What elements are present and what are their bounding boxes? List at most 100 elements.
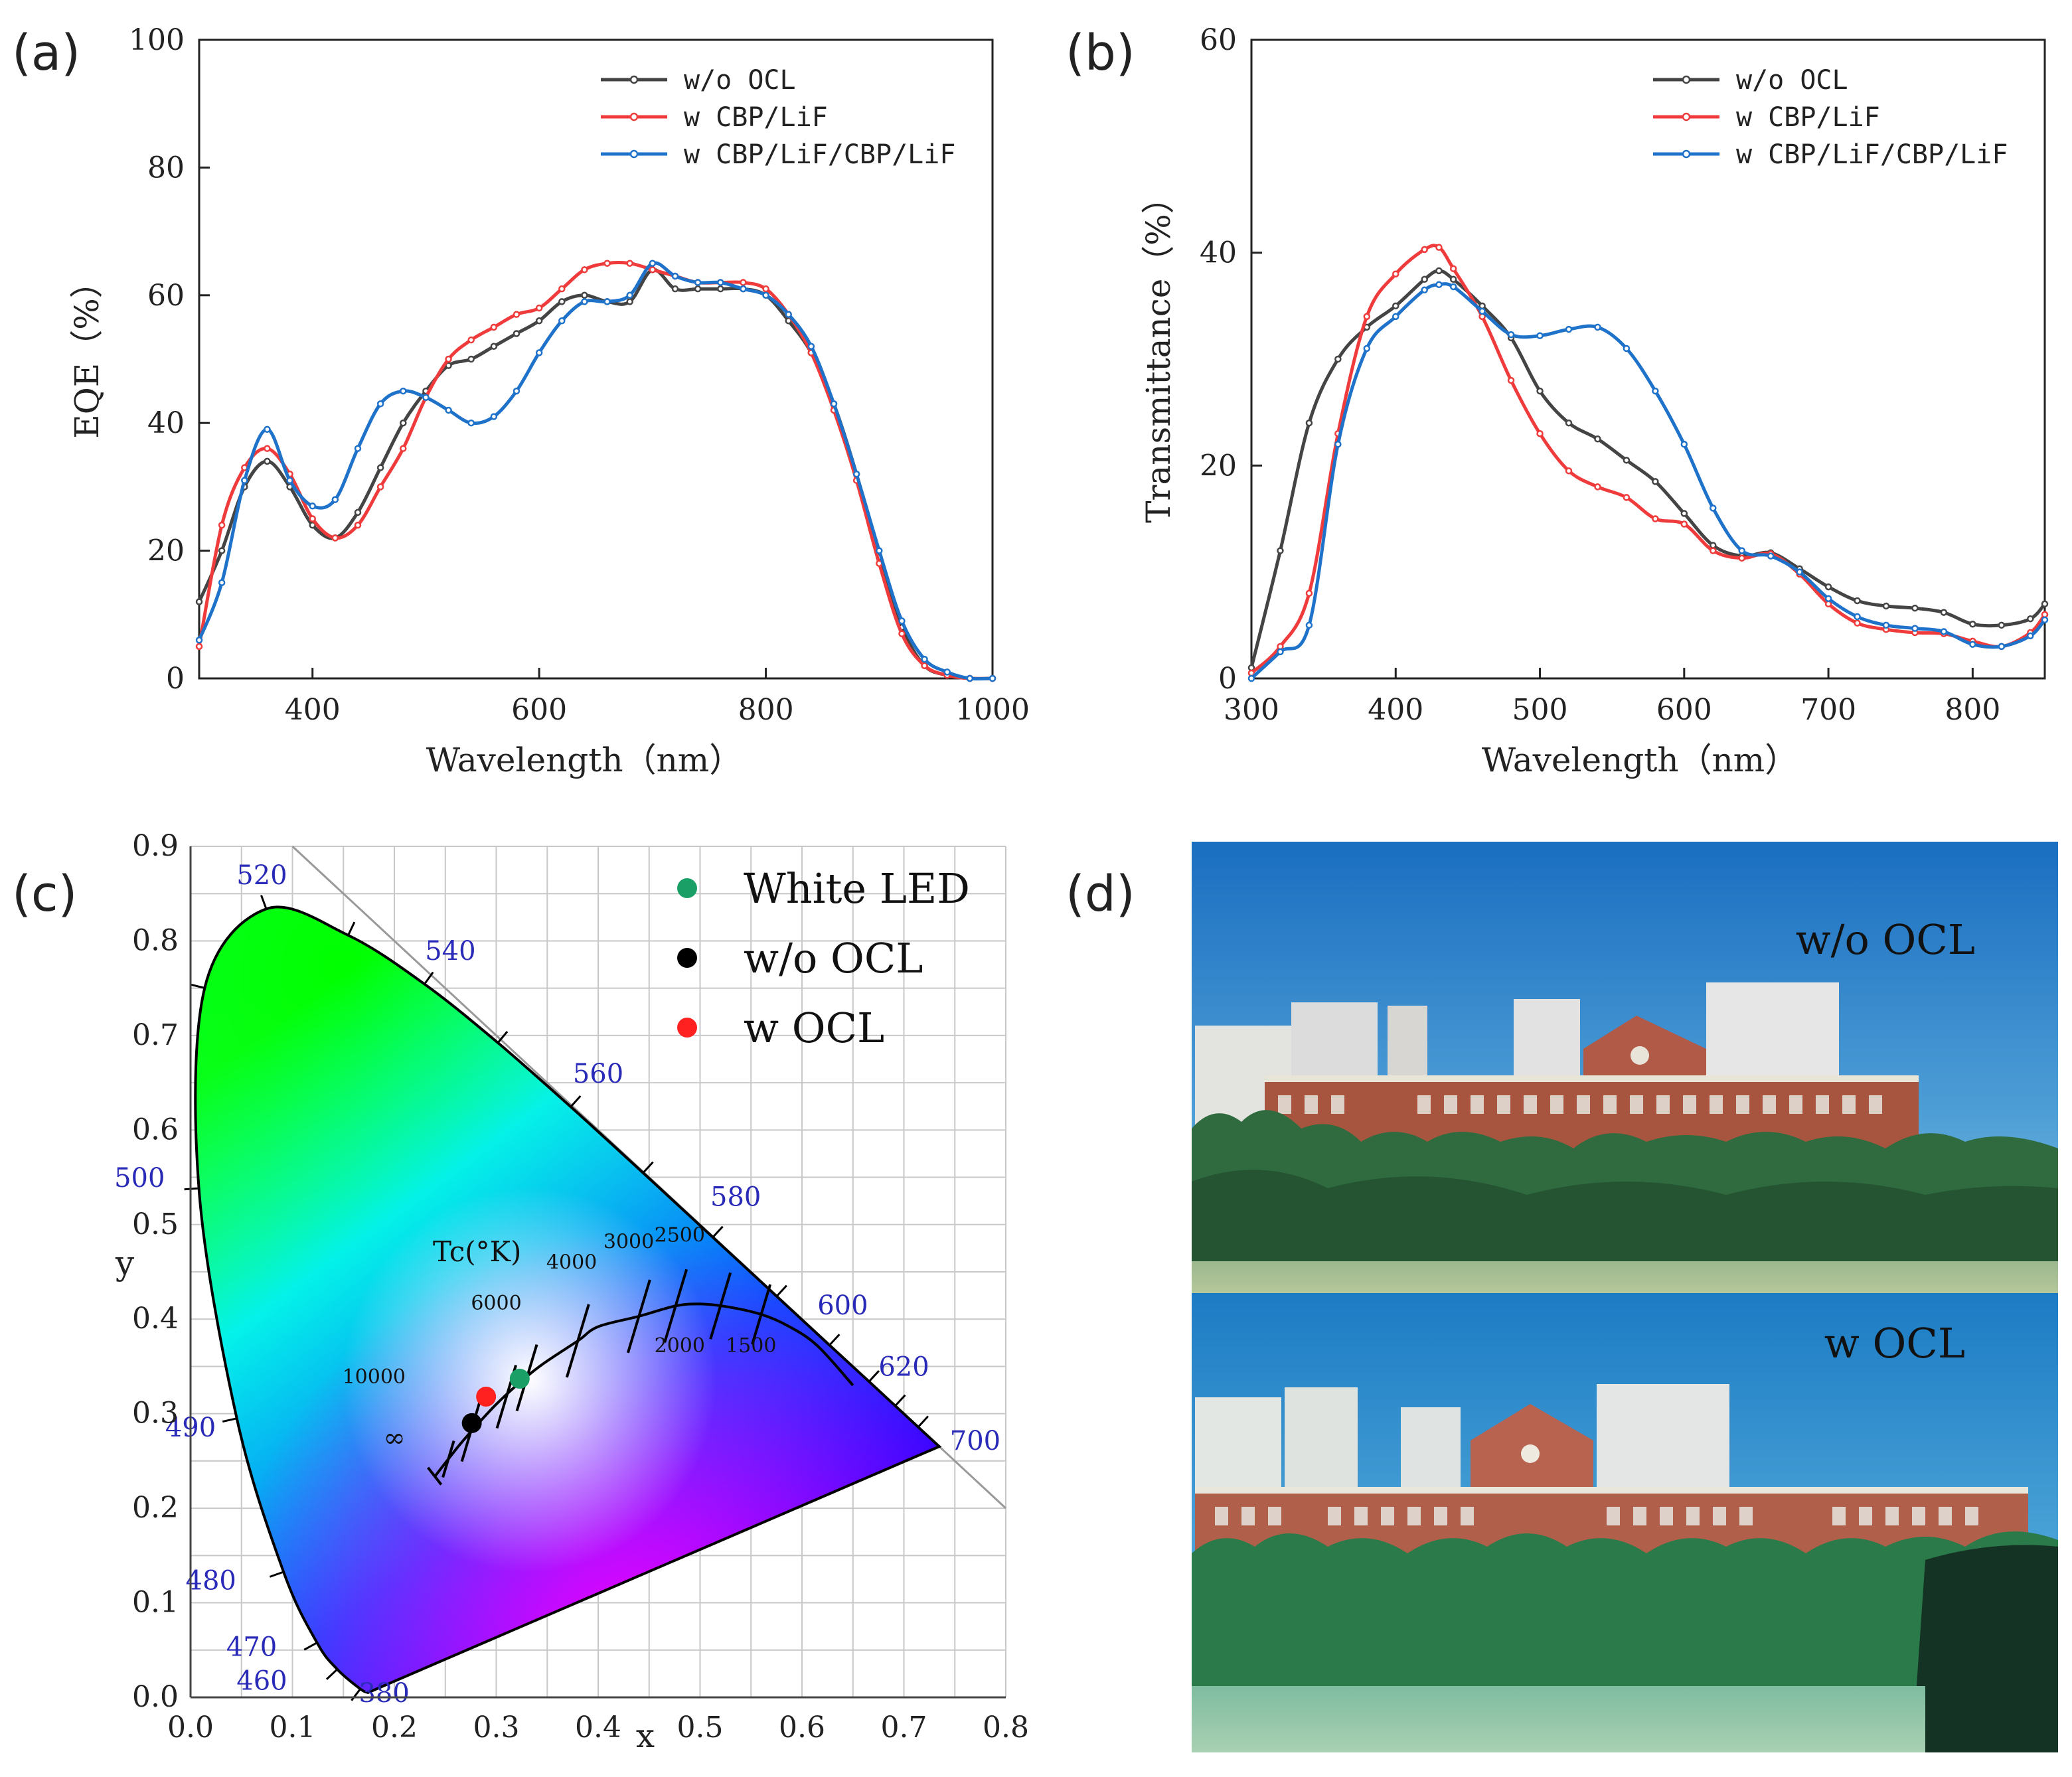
series-marker <box>1911 625 1919 632</box>
wavelength-label: 480 <box>186 1566 236 1596</box>
series-marker <box>1824 583 1832 591</box>
wavelength-label: 560 <box>573 1059 623 1089</box>
x-tick-label: 700 <box>1800 693 1856 727</box>
series-marker <box>1392 270 1399 277</box>
x-tick-label: 0.5 <box>677 1711 724 1744</box>
series-marker <box>422 394 430 401</box>
legend-marker <box>1682 112 1691 121</box>
series-marker <box>649 266 657 273</box>
y-tick-label: 0 <box>166 662 185 696</box>
series-marker <box>1478 307 1486 315</box>
series-marker <box>467 336 475 344</box>
wavelength-label: 500 <box>114 1163 165 1194</box>
y-tick-label: 0.6 <box>132 1113 179 1146</box>
series-marker <box>1421 246 1428 254</box>
y-tick-label: 40 <box>147 406 185 440</box>
trees-bottom-dark <box>1912 1545 2058 1752</box>
series-marker <box>1594 435 1601 443</box>
series-marker <box>535 349 543 356</box>
locus-tick <box>325 1668 339 1680</box>
chart-a-plot-frame <box>198 39 994 680</box>
series-marker <box>264 425 271 433</box>
cct-label: 1500 <box>726 1334 776 1357</box>
x-tick-label: 0.6 <box>779 1711 825 1744</box>
series-marker <box>581 298 588 305</box>
series-marker <box>1565 325 1573 333</box>
series-marker <box>740 285 747 293</box>
chart-c-ylabel: y <box>115 1244 135 1282</box>
series-marker <box>354 445 362 452</box>
chart-c-spectral-locus <box>184 895 942 1701</box>
isotemperature-line <box>709 1272 732 1340</box>
series-marker <box>1392 313 1399 321</box>
series-marker <box>1507 376 1515 384</box>
photo-bottom-ground <box>1192 1686 1925 1752</box>
legend-label: w CBP/LiF/CBP/LiF <box>1736 139 2008 170</box>
locus-tick <box>775 1284 787 1297</box>
series-marker <box>1623 457 1631 464</box>
x-tick-label: 300 <box>1224 693 1279 727</box>
series-marker <box>1738 554 1745 562</box>
series-marker <box>898 630 906 637</box>
locus-tick <box>829 1334 840 1346</box>
series-marker <box>626 260 633 267</box>
series-marker <box>762 291 769 299</box>
panel-c-label: (c) <box>12 866 77 923</box>
series-marker <box>218 521 226 529</box>
legend-dot <box>677 948 697 968</box>
series-marker <box>1449 265 1457 272</box>
legend-marker <box>629 149 639 159</box>
series-marker <box>490 413 498 420</box>
y-tick-label: 0.4 <box>132 1302 179 1336</box>
clock-top <box>1631 1046 1649 1065</box>
chart-a-eqe: 400 600 800 1000 0 20 40 60 80 100 Wavelength（nm）… <box>68 23 1030 779</box>
y-tick-label: 0.8 <box>132 923 179 957</box>
tower-b-3 <box>1401 1407 1461 1500</box>
cct-label: 10000 <box>343 1365 406 1389</box>
series-marker <box>513 311 520 318</box>
locus-tick <box>190 983 205 989</box>
x-tick-label: 0.8 <box>983 1711 1029 1744</box>
series-marker <box>195 598 203 605</box>
series-marker <box>626 298 633 305</box>
locus-tick <box>351 1688 361 1701</box>
series-marker <box>1421 275 1428 283</box>
series-marker <box>1305 621 1313 629</box>
chart-a-xlabel: Wavelength（nm） <box>426 741 742 779</box>
y-tick-label: 0 <box>1218 662 1237 696</box>
y-tick-label: 0.9 <box>132 829 179 863</box>
series-marker <box>376 400 384 408</box>
locus-tick <box>497 1031 509 1043</box>
isotemperature-line <box>751 1284 772 1345</box>
x-tick-label: 500 <box>1512 693 1568 727</box>
series-marker <box>264 445 271 452</box>
legend-label: w/o OCL <box>1736 65 1848 96</box>
series-marker <box>1363 313 1371 321</box>
series-marker <box>400 387 407 395</box>
locus-tick <box>269 1571 284 1578</box>
series-line-1 <box>1250 244 2047 674</box>
series-marker <box>1565 467 1573 475</box>
isotemperature-line <box>626 1279 651 1353</box>
series-marker <box>2041 616 2049 624</box>
series-marker <box>218 579 226 586</box>
series-marker <box>1824 595 1832 602</box>
wavelength-label: 520 <box>236 860 287 891</box>
x-tick-label: 0.3 <box>473 1711 520 1744</box>
cie-point-0 <box>509 1368 530 1389</box>
series-marker <box>1594 323 1601 331</box>
panel-a-label: (a) <box>12 25 80 82</box>
locus-tick <box>712 1225 724 1238</box>
series-marker <box>1449 283 1457 291</box>
series-marker <box>1998 621 2006 629</box>
series-marker <box>1565 419 1573 427</box>
series-marker <box>1305 589 1313 597</box>
series-marker <box>603 260 611 267</box>
series-marker <box>1969 641 1976 648</box>
series-marker <box>1882 602 1890 610</box>
y-tick-label: 0.0 <box>132 1680 179 1714</box>
y-tick-label: 20 <box>147 534 185 568</box>
series-marker <box>1911 604 1919 612</box>
series-marker <box>2041 600 2049 608</box>
